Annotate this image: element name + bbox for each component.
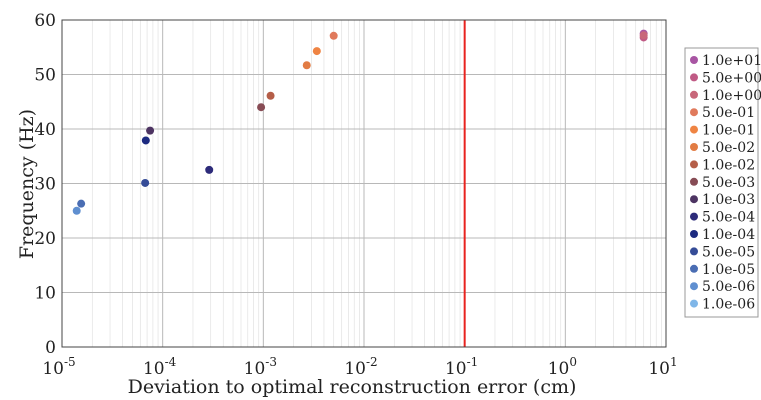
legend-marker bbox=[690, 125, 698, 134]
legend-marker bbox=[690, 56, 698, 64]
data-point bbox=[77, 199, 86, 208]
data-points bbox=[72, 29, 648, 215]
legend-label: 5.0e-03 bbox=[702, 175, 755, 191]
y-tick-label: 40 bbox=[34, 120, 56, 140]
legend-marker bbox=[690, 195, 698, 204]
y-axis-title: Frequency (Hz) bbox=[16, 109, 38, 259]
legend-label: 1.0e-06 bbox=[702, 297, 755, 313]
y-tick-label: 60 bbox=[34, 11, 56, 31]
legend-marker bbox=[690, 212, 698, 221]
legend-label: 1.0e-03 bbox=[702, 192, 755, 208]
grid bbox=[61, 19, 667, 348]
legend-label: 5.0e-01 bbox=[702, 105, 755, 121]
legend-label: 5.0e-02 bbox=[702, 140, 755, 156]
x-tick-exponent: 1 bbox=[670, 355, 678, 369]
y-tick-label: 0 bbox=[45, 338, 56, 358]
x-tick-exponent: 0 bbox=[569, 355, 577, 369]
legend-marker bbox=[690, 299, 698, 308]
legend-marker bbox=[690, 282, 698, 291]
legend-marker bbox=[690, 143, 698, 151]
data-point bbox=[266, 91, 275, 100]
data-point bbox=[257, 103, 266, 112]
legend: 1.0e+015.0e+001.0e+005.0e-011.0e-015.0e-… bbox=[684, 47, 761, 318]
x-tick-exponent: -1 bbox=[467, 355, 479, 369]
y-tick-label: 30 bbox=[34, 175, 56, 195]
data-point bbox=[302, 61, 311, 70]
legend-label: 1.0e-01 bbox=[702, 123, 755, 139]
x-axis-title: Deviation to optimal reconstruction erro… bbox=[128, 376, 577, 398]
x-tick-label: 101 bbox=[648, 355, 677, 379]
legend-marker bbox=[690, 108, 698, 117]
legend-marker bbox=[690, 160, 698, 169]
legend-marker bbox=[690, 247, 698, 256]
data-point bbox=[141, 136, 150, 145]
data-point bbox=[146, 126, 155, 135]
data-point bbox=[205, 165, 214, 174]
legend-label: 1.0e+01 bbox=[702, 53, 761, 69]
legend-marker bbox=[690, 264, 698, 273]
data-point bbox=[329, 31, 338, 40]
y-tick-label: 10 bbox=[34, 284, 56, 304]
y-tick-label: 20 bbox=[34, 229, 56, 249]
x-tick-label: 10-5 bbox=[42, 355, 75, 379]
data-point bbox=[72, 206, 81, 215]
x-tick-exponent: -4 bbox=[165, 355, 177, 369]
x-tick-exponent: -2 bbox=[366, 355, 378, 369]
legend-label: 1.0e-05 bbox=[702, 262, 755, 278]
legend-label: 1.0e-04 bbox=[702, 227, 755, 243]
legend-marker bbox=[690, 230, 698, 238]
legend-label: 1.0e-02 bbox=[702, 157, 755, 173]
legend-marker bbox=[690, 90, 698, 99]
data-point bbox=[639, 31, 648, 40]
legend-marker bbox=[690, 73, 698, 82]
legend-label: 1.0e+00 bbox=[702, 88, 761, 104]
legend-label: 5.0e+00 bbox=[702, 70, 761, 86]
x-tick-exponent: -5 bbox=[64, 355, 76, 369]
data-point bbox=[141, 178, 150, 187]
legend-label: 5.0e-04 bbox=[702, 210, 755, 226]
x-tick-exponent: -3 bbox=[265, 355, 277, 369]
legend-label: 5.0e-06 bbox=[702, 279, 755, 295]
legend-marker bbox=[690, 177, 698, 186]
legend-label: 5.0e-05 bbox=[702, 244, 755, 260]
data-point bbox=[312, 47, 321, 56]
plot-frame bbox=[61, 19, 667, 348]
y-tick-label: 50 bbox=[34, 66, 56, 86]
